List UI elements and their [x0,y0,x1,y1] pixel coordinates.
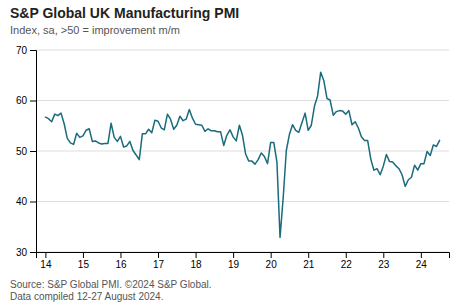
y-grid [36,50,449,252]
x-tick-mark [196,252,197,258]
y-tick-mark [30,151,36,152]
y-tick-label: 70 [16,45,28,56]
x-tick-label: 17 [153,259,165,270]
x-tick-mark [233,252,234,258]
x-tick-label: 23 [378,259,390,270]
grid-line [36,50,449,51]
y-tick: 40 [16,196,36,207]
x-tick-label: 21 [303,259,315,270]
x-tick-label: 24 [416,259,428,270]
source-note: Data compiled 12-27 August 2024. [10,291,163,302]
x-tick: 15 [78,252,90,270]
y-tick: 50 [16,146,36,157]
x-tick-label: 22 [341,259,353,270]
x-tick: 20 [266,252,278,270]
line [45,72,439,237]
y-tick: 30 [16,247,36,258]
grid-line [36,151,449,152]
y-tick-mark [30,50,36,51]
x-tick-mark [421,252,422,258]
x-tick: 22 [341,252,353,270]
y-axis-line [30,51,37,253]
y-tick-label: 50 [16,146,28,157]
x-tick-mark [346,252,347,258]
y-tick: 70 [16,45,36,56]
x-tick: 24 [416,252,428,270]
x-tick-mark [83,252,84,258]
x-tick-label: 20 [266,259,278,270]
x-tick-mark [308,252,309,258]
x-tick: 19 [228,252,240,270]
x-tick: 17 [153,252,165,270]
x-tick: 14 [40,252,52,270]
title: S&P Global UK Manufacturing PMI [10,5,239,21]
x-tick-label: 18 [191,259,203,270]
x-axis-line [37,253,450,259]
plot-area: 14 15 16 17 18 19 20 21 22 23 24 30 40 50 60 70 [16,45,450,270]
y-tick-mark [30,202,36,203]
y-tick-mark [30,252,36,253]
y-tick-mark [30,101,36,102]
x-tick-label: 15 [78,259,90,270]
y-tick: 60 [16,95,36,106]
chart: S&P Global UK Manufacturing PMI Index, sa… [0,0,465,308]
y-axis: 30 40 50 60 70 [16,45,37,258]
x-tick: 16 [115,252,127,270]
subtitle: Index, sa, >50 = improvement m/m [10,24,180,36]
x-tick-mark [45,252,46,258]
x-tick-label: 14 [40,259,52,270]
x-tick-label: 16 [115,259,127,270]
y-tick-label: 40 [16,196,28,207]
x-axis: 14 15 16 17 18 19 20 21 22 23 24 [37,252,450,270]
y-tick-label: 60 [16,95,28,106]
x-tick-mark [271,252,272,258]
x-tick: 18 [191,252,203,270]
y-tick-label: 30 [16,247,28,258]
x-tick-mark [383,252,384,258]
x-tick: 23 [378,252,390,270]
grid-line [36,201,449,202]
grid-line [36,100,449,101]
x-tick-mark [120,252,121,258]
x-tick-label: 19 [228,259,240,270]
x-tick: 21 [303,252,315,270]
source-note: Source: S&P Global PMI. ©2024 S&P Global… [10,279,212,290]
marks [45,72,439,237]
x-tick-mark [158,252,159,258]
